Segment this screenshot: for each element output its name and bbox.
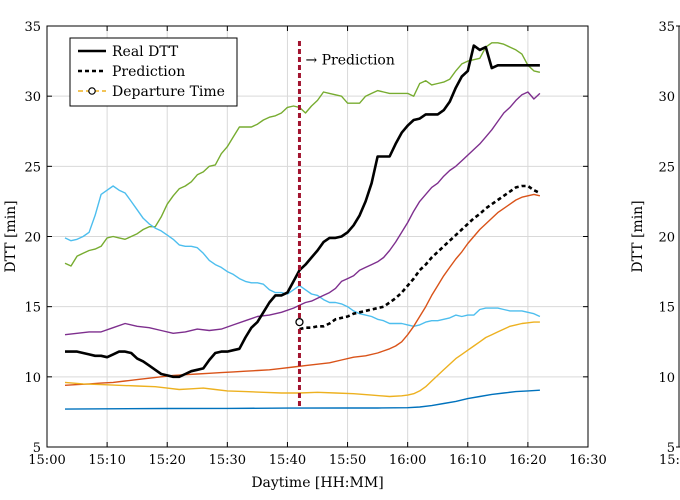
x-tick-labels: 15:00 15:10 15:20 15:30 15:40 15:50 16:00 16:10… xyxy=(28,26,607,468)
second-chart-partial: 5 10 15 20 25 30 35 DTT [min] 15: xyxy=(630,20,680,468)
second-y-tick-label: 5 xyxy=(667,441,675,456)
x-tick-label: 15:50 xyxy=(329,453,366,468)
x-axis-label: Daytime [HH:MM] xyxy=(251,475,383,491)
series-line-dtt-2 xyxy=(64,91,541,336)
series-line-dtt-1 xyxy=(64,185,541,327)
legend-box xyxy=(69,37,238,107)
series-lines xyxy=(64,42,541,410)
y-tick-label: 15 xyxy=(24,301,41,316)
x-tick-label: 15:40 xyxy=(269,453,306,468)
legend-label: Departure Time xyxy=(112,84,225,100)
second-y-axis-label: DTT [min] xyxy=(630,200,646,272)
second-y-tick-labels: 5 10 15 20 25 30 35 xyxy=(658,20,675,456)
x-tick-label: 16:10 xyxy=(449,453,486,468)
x-tick-label: 16:20 xyxy=(509,453,546,468)
x-tick-label: 15:00 xyxy=(28,453,65,468)
y-tick-labels: 5 10 15 20 25 30 35 xyxy=(24,20,588,456)
second-y-tick-label: 30 xyxy=(658,90,675,105)
y-tick-label: 35 xyxy=(24,20,41,35)
y-tick-label: 5 xyxy=(33,441,41,456)
series-line-dtt-4 xyxy=(64,321,540,398)
series-line-dtt-0 xyxy=(64,42,541,267)
second-y-tick-label: 20 xyxy=(658,231,675,246)
second-y-tick-label: 25 xyxy=(658,160,675,175)
series-line-real-dtt xyxy=(65,44,540,379)
legend-label: Real DTT xyxy=(112,44,179,60)
legend: Real DTT Prediction Departure Time xyxy=(69,37,238,107)
legend-items: Real DTT Prediction Departure Time xyxy=(78,44,225,100)
series-line-prediction xyxy=(299,184,541,331)
x-tick-label: 15:30 xyxy=(209,453,246,468)
x-tick-label: 15:10 xyxy=(88,453,125,468)
x-tick-label: 15:20 xyxy=(148,453,185,468)
y-axis-label: DTT [min] xyxy=(3,200,19,272)
x-tick-label: 16:30 xyxy=(569,453,606,468)
second-y-tick-label: 35 xyxy=(658,20,675,35)
main-chart: 15:00 15:10 15:20 15:30 15:40 15:50 16:00 16:10… xyxy=(3,20,607,491)
y-tick-label: 20 xyxy=(24,231,41,246)
second-y-tick-label: 15 xyxy=(658,301,675,316)
departure-point-marker xyxy=(295,317,304,327)
prediction-annotation: → Prediction xyxy=(305,53,394,69)
y-tick-label: 10 xyxy=(24,371,41,386)
legend-swatch-departure-circle xyxy=(88,87,96,95)
y-tick-label: 30 xyxy=(24,90,41,105)
y-tick-label: 25 xyxy=(24,160,41,175)
second-y-tick-label: 10 xyxy=(658,371,675,386)
legend-label: Prediction xyxy=(112,64,185,80)
series-line-dtt-5 xyxy=(64,389,540,410)
x-tick-label: 16:00 xyxy=(389,453,426,468)
second-x-tick-partial: 15: xyxy=(659,453,680,468)
